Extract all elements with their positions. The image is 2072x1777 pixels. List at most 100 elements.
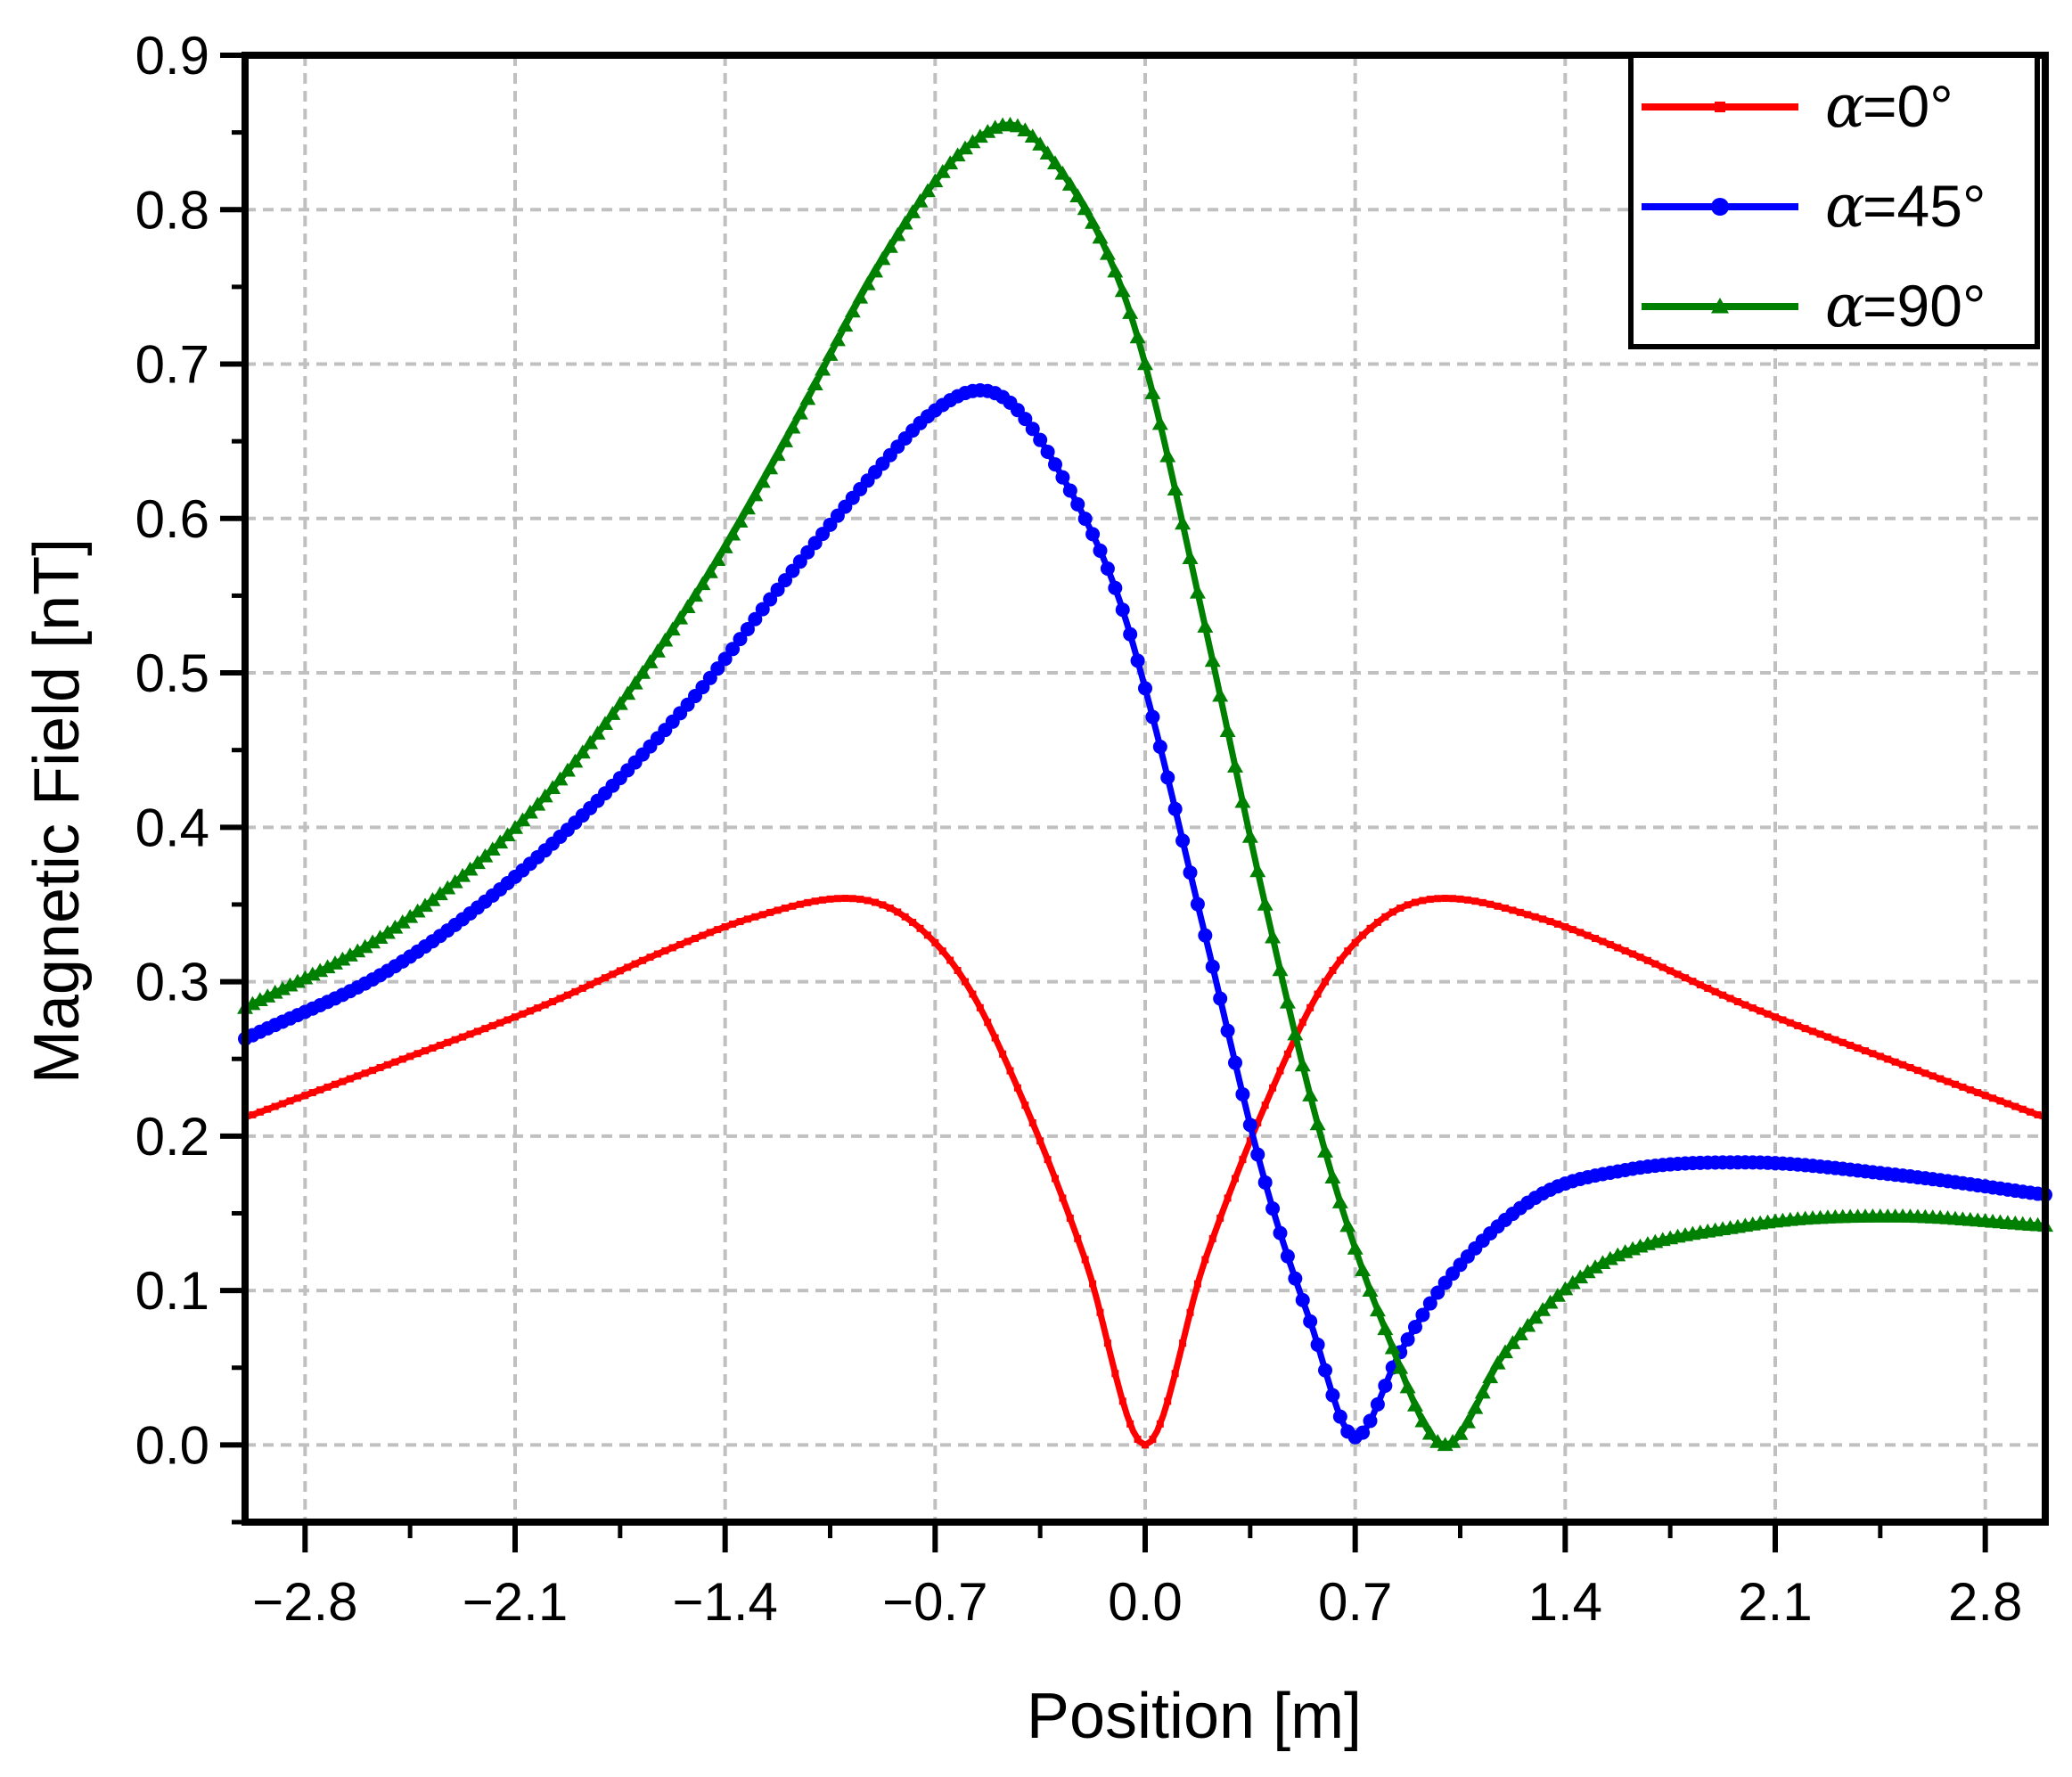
data-point <box>909 918 917 926</box>
data-point <box>1151 415 1168 430</box>
data-point <box>1036 1137 1044 1145</box>
data-point <box>1130 653 1145 668</box>
data-point <box>1587 1259 1603 1273</box>
data-point <box>266 984 283 999</box>
data-point <box>999 1050 1007 1058</box>
data-point <box>1839 1038 1847 1046</box>
data-point <box>886 904 894 912</box>
data-point <box>1331 1194 1348 1208</box>
data-point <box>1378 1378 1393 1393</box>
y-tick-label: 0.1 <box>135 1261 209 1321</box>
data-point <box>332 1080 339 1088</box>
data-point <box>867 263 883 278</box>
data-point <box>534 1004 542 1012</box>
data-point <box>604 706 621 720</box>
data-point <box>574 744 591 759</box>
data-point <box>582 734 599 749</box>
data-point <box>938 947 946 955</box>
data-point <box>1077 201 1093 216</box>
data-point <box>459 1033 467 1041</box>
data-point <box>1152 740 1167 755</box>
data-point <box>376 1063 384 1071</box>
data-point <box>1250 1147 1265 1162</box>
data-point <box>1006 1067 1014 1075</box>
data-point <box>631 960 639 968</box>
data-point <box>369 1067 377 1075</box>
data-point <box>962 978 969 986</box>
data-point <box>736 918 744 926</box>
data-point <box>301 1092 309 1100</box>
data-point <box>1182 550 1199 564</box>
data-point <box>1381 913 1389 921</box>
data-point <box>451 1036 459 1044</box>
data-point <box>897 215 913 230</box>
data-point <box>964 134 981 149</box>
data-point <box>1189 584 1206 599</box>
data-point <box>721 922 729 930</box>
data-point <box>927 173 944 188</box>
data-point <box>852 289 869 304</box>
data-point <box>1524 911 1532 919</box>
data-point <box>1149 1436 1157 1444</box>
legend-label: =90° <box>1863 273 1986 339</box>
data-point <box>1786 1019 1794 1027</box>
data-point <box>1325 1388 1340 1403</box>
data-point <box>699 931 707 939</box>
data-point <box>1741 1001 1749 1009</box>
data-point <box>1193 1280 1201 1288</box>
data-point <box>1114 283 1131 298</box>
data-point <box>1317 1143 1333 1158</box>
data-point <box>1504 1335 1521 1349</box>
data-point <box>657 632 674 647</box>
data-point <box>1093 543 1108 558</box>
data-point <box>372 929 389 945</box>
data-point <box>1568 926 1577 934</box>
x-tick-label: 0.0 <box>1108 1572 1182 1632</box>
y-tick-label: 0.4 <box>135 798 209 857</box>
data-point <box>1407 1396 1423 1412</box>
data-point <box>1069 188 1086 203</box>
data-point <box>1362 1282 1379 1298</box>
data-point <box>1482 1369 1499 1384</box>
data-point <box>848 895 856 903</box>
data-point <box>782 905 789 913</box>
data-point <box>1546 918 1554 926</box>
data-point <box>1283 1050 1291 1058</box>
data-point <box>692 935 699 943</box>
data-point <box>289 973 306 988</box>
data-point <box>1265 1201 1281 1216</box>
data-point <box>556 995 564 1003</box>
data-point <box>1421 1425 1438 1440</box>
legend: α =0°α =45°α =90° <box>1628 53 2040 349</box>
data-point <box>969 990 977 998</box>
data-point <box>304 966 321 981</box>
data-point <box>609 970 617 979</box>
data-point <box>1164 1397 1172 1405</box>
data-point <box>1579 1264 1596 1279</box>
data-point <box>1399 1379 1416 1394</box>
data-point <box>946 956 954 964</box>
data-point <box>710 661 725 676</box>
y-tick-label: 0.0 <box>135 1415 209 1475</box>
data-point <box>1306 1003 1314 1011</box>
data-point <box>856 896 864 904</box>
data-point <box>394 913 411 929</box>
data-point <box>769 446 786 462</box>
data-point <box>942 155 959 170</box>
data-point <box>739 500 756 515</box>
data-point <box>1629 950 1637 958</box>
data-point <box>1324 1169 1341 1184</box>
data-point <box>1134 1436 1142 1444</box>
data-point <box>1103 1339 1111 1347</box>
data-point <box>496 1019 504 1027</box>
data-point <box>844 303 861 318</box>
data-point <box>649 643 666 658</box>
data-point <box>1123 626 1138 642</box>
data-point <box>1452 1426 1469 1440</box>
data-point <box>1287 1026 1304 1041</box>
data-point <box>815 361 831 376</box>
data-point <box>664 621 681 636</box>
data-point <box>364 934 381 949</box>
data-point <box>1186 1308 1194 1316</box>
data-point <box>1066 1214 1074 1222</box>
